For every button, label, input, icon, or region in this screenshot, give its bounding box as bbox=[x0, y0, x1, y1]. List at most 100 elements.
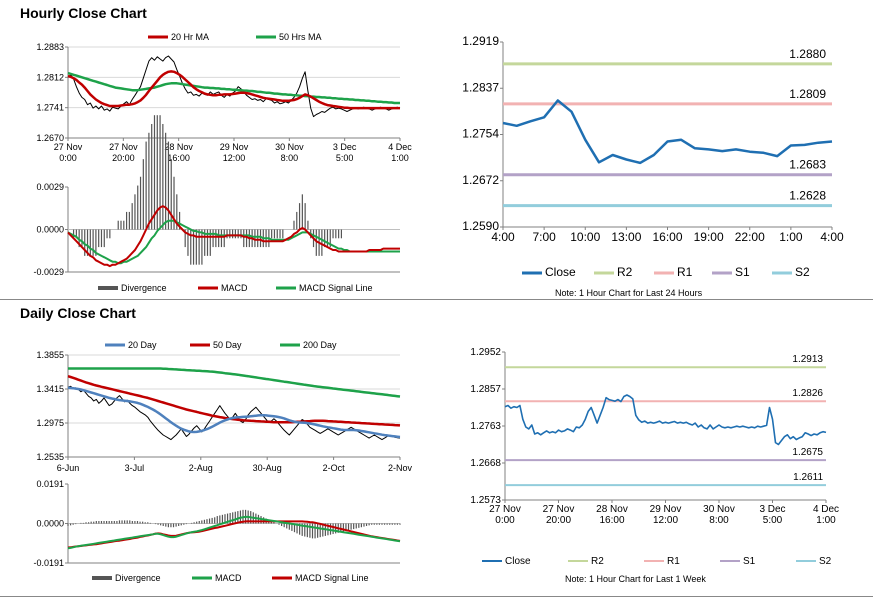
daily-macd-y-tick-label: 0.0000 bbox=[36, 519, 64, 529]
daily-pivot-x-tick-label: 0:00 bbox=[495, 515, 515, 526]
hourly-pivot-close-line bbox=[502, 99, 833, 165]
section-divider bbox=[0, 299, 873, 300]
daily-price-x-tick-label: 2-Nov bbox=[388, 463, 413, 473]
daily-section-title: Daily Close Chart bbox=[20, 305, 136, 321]
hourly-ma50-line bbox=[67, 71, 400, 105]
hourly-pivot-legend-label: R1 bbox=[677, 265, 693, 279]
daily-price-y-tick-label: 1.2975 bbox=[36, 418, 64, 428]
daily-price-legend-label: 200 Day bbox=[303, 340, 337, 350]
hourly-price-x-tick-label: 29 Nov bbox=[220, 142, 249, 152]
hourly-pivot-y-tick-label: 1.2672 bbox=[462, 173, 499, 187]
daily-macd-y-tick-label: -0.0191 bbox=[33, 558, 64, 568]
daily-price-y-tick-label: 1.3855 bbox=[36, 350, 64, 360]
daily-macd-legend-label: MACD Signal Line bbox=[295, 573, 369, 583]
daily-pivot-s2-label: 1.2611 bbox=[793, 472, 823, 483]
daily-pivot-note: Note: 1 Hour Chart for Last 1 Week bbox=[565, 574, 706, 584]
hourly-price-legend-label: 50 Hrs MA bbox=[279, 32, 322, 42]
daily-pivot-legend-label: R2 bbox=[591, 556, 604, 567]
daily-pivot-y-tick-label: 1.2857 bbox=[470, 384, 501, 395]
hourly-price-y-tick-label: 1.2670 bbox=[36, 133, 64, 143]
hourly-macd-legend-label: Divergence bbox=[121, 283, 167, 293]
hourly-pivot-y-tick-label: 1.2590 bbox=[462, 219, 499, 233]
hourly-pivot-x-tick-label: 13:00 bbox=[611, 230, 641, 244]
hourly-price-x-tick-label: 8:00 bbox=[281, 153, 299, 163]
hourly-pivot-legend-label: Close bbox=[545, 265, 576, 279]
hourly-pivot-s2-label: 1.2628 bbox=[789, 189, 826, 203]
hourly-macd-line bbox=[67, 205, 400, 268]
hourly-price-x-tick-label: 28 Nov bbox=[164, 142, 193, 152]
hourly-price-x-tick-label: 0:00 bbox=[59, 153, 77, 163]
hourly-pivot-legend-label: S2 bbox=[795, 265, 810, 279]
daily-pivot-legend-label: R1 bbox=[667, 556, 680, 567]
hourly-pivot-x-tick-label: 7:00 bbox=[532, 230, 556, 244]
daily-macd-legend-swatch bbox=[92, 576, 112, 580]
daily-pivot-x-tick-label: 5:00 bbox=[763, 515, 783, 526]
bottom-divider bbox=[0, 596, 873, 597]
hourly-price-x-tick-label: 20:00 bbox=[112, 153, 135, 163]
hourly-pivot-y-tick-label: 1.2754 bbox=[462, 127, 499, 141]
hourly-pivot-r2-label: 1.2880 bbox=[789, 47, 826, 61]
daily-price-x-tick-label: 30-Aug bbox=[253, 463, 282, 473]
hourly-pivot-r1-label: 1.2809 bbox=[789, 87, 826, 101]
daily-pivot-x-tick-label: 27 Nov bbox=[489, 504, 521, 515]
daily-price-x-tick-label: 6-Jun bbox=[57, 463, 80, 473]
daily-macd-legend-label: MACD bbox=[215, 573, 242, 583]
daily-pivot-legend-label: S2 bbox=[819, 556, 832, 567]
hourly-pivot-x-tick-label: 16:00 bbox=[652, 230, 682, 244]
daily-pivot-s1-label: 1.2675 bbox=[792, 447, 823, 458]
hourly-pivot-note: Note: 1 Hour Chart for Last 24 Hours bbox=[555, 288, 703, 298]
hourly-price-y-tick-label: 1.2883 bbox=[36, 42, 64, 52]
daily-pivot-x-tick-label: 8:00 bbox=[709, 515, 729, 526]
daily-price-legend-label: 50 Day bbox=[213, 340, 242, 350]
daily-macd-signal-line bbox=[67, 520, 401, 549]
hourly-section-title: Hourly Close Chart bbox=[20, 5, 147, 21]
daily-price-x-tick-label: 3-Jul bbox=[125, 463, 145, 473]
daily-pivot-y-tick-label: 1.2952 bbox=[470, 347, 501, 358]
hourly-pivot-x-tick-label: 4:00 bbox=[491, 230, 515, 244]
hourly-price-x-tick-label: 1:00 bbox=[391, 153, 409, 163]
daily-price-legend-label: 20 Day bbox=[128, 340, 157, 350]
daily-sma50-line bbox=[67, 375, 401, 427]
hourly-pivot-x-tick-label: 10:00 bbox=[570, 230, 600, 244]
hourly-macd-legend-label: MACD Signal Line bbox=[299, 283, 373, 293]
daily-price-x-tick-label: 2-Oct bbox=[323, 463, 346, 473]
hourly-pivot-s1-label: 1.2683 bbox=[789, 158, 826, 172]
hourly-price-x-tick-label: 5:00 bbox=[336, 153, 354, 163]
daily-pivot-close-line bbox=[504, 394, 827, 446]
daily-sma20-line bbox=[67, 386, 401, 439]
hourly-price-x-tick-label: 27 Nov bbox=[109, 142, 138, 152]
hourly-pivot-legend-label: R2 bbox=[617, 265, 633, 279]
hourly-macd-y-tick-label: -0.0029 bbox=[33, 267, 64, 277]
daily-pivot-legend-label: Close bbox=[505, 556, 531, 567]
hourly-pivot-x-tick-label: 4:00 bbox=[820, 230, 844, 244]
hourly-ma20-line bbox=[67, 70, 400, 110]
hourly-macd-y-tick-label: 0.0029 bbox=[36, 182, 64, 192]
daily-macd-line bbox=[67, 515, 401, 550]
daily-sma200-line bbox=[68, 367, 401, 398]
daily-pivot-y-tick-label: 1.2573 bbox=[470, 495, 501, 506]
hourly-pivot-y-tick-label: 1.2837 bbox=[462, 80, 499, 94]
daily-pivot-y-tick-label: 1.2763 bbox=[470, 421, 501, 432]
daily-close-line bbox=[67, 385, 401, 441]
daily-price-x-tick-label: 2-Aug bbox=[189, 463, 213, 473]
daily-pivot-x-tick-label: 16:00 bbox=[599, 515, 624, 526]
hourly-pivot-x-tick-label: 19:00 bbox=[694, 230, 724, 244]
daily-pivot-x-tick-label: 20:00 bbox=[546, 515, 571, 526]
daily-macd-y-tick-label: 0.0191 bbox=[36, 479, 64, 489]
hourly-price-x-tick-label: 30 Nov bbox=[275, 142, 304, 152]
hourly-pivot-x-tick-label: 22:00 bbox=[735, 230, 765, 244]
daily-pivot-x-tick-label: 4 Dec bbox=[813, 504, 839, 515]
hourly-price-x-tick-label: 3 Dec bbox=[333, 142, 357, 152]
daily-pivot-x-tick-label: 3 Dec bbox=[759, 504, 785, 515]
hourly-macd-legend-label: MACD bbox=[221, 283, 248, 293]
hourly-pivot-y-tick-label: 1.2919 bbox=[462, 34, 499, 48]
daily-pivot-x-tick-label: 30 Nov bbox=[703, 504, 735, 515]
daily-macd-legend-label: Divergence bbox=[115, 573, 161, 583]
hourly-price-y-tick-label: 1.2741 bbox=[36, 103, 64, 113]
daily-pivot-r1-label: 1.2826 bbox=[792, 388, 823, 399]
daily-price-y-tick-label: 1.2535 bbox=[36, 452, 64, 462]
daily-pivot-x-tick-label: 29 Nov bbox=[650, 504, 682, 515]
daily-pivot-x-tick-label: 27 Nov bbox=[543, 504, 575, 515]
daily-pivot-x-tick-label: 28 Nov bbox=[596, 504, 628, 515]
